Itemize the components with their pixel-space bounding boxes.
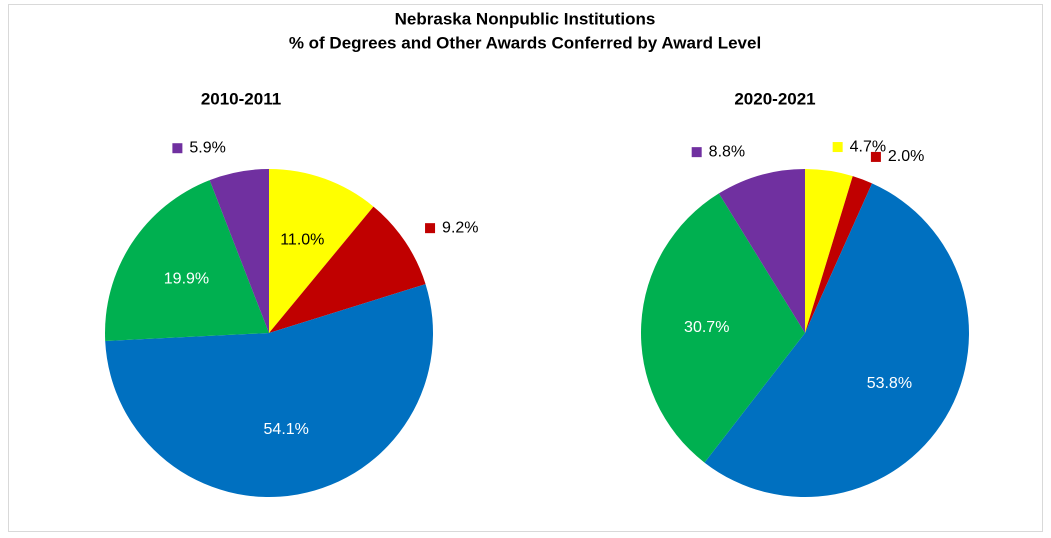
data-label: 11.0% (280, 232, 324, 249)
data-label: 9.2% (442, 219, 478, 236)
pie-slice (641, 193, 805, 463)
label-key (172, 143, 183, 154)
pie-slice (104, 180, 269, 341)
pie-slice (269, 169, 374, 333)
pie-slice (805, 176, 873, 333)
data-label: 8.8% (709, 143, 745, 160)
pie-slice (704, 183, 969, 497)
pie-slice (805, 169, 853, 333)
data-label: 54.1% (264, 421, 309, 438)
data-label: 19.9% (164, 271, 209, 288)
label-key (425, 223, 436, 234)
data-label: 30.7% (684, 319, 729, 336)
label-key (870, 151, 881, 162)
label-key (832, 142, 843, 153)
pie-slice (209, 169, 269, 333)
label-key (691, 147, 702, 158)
data-label: 4.7% (850, 138, 886, 155)
pie-slice (718, 169, 805, 333)
pie-slice (105, 284, 434, 498)
pie-title: 2010-2011 (201, 89, 281, 108)
data-label: 53.8% (867, 375, 912, 392)
pie-title: 2020-2021 (734, 89, 815, 108)
data-label: 2.0% (888, 148, 924, 165)
pie-slice (269, 206, 426, 333)
data-label: 5.9% (189, 139, 225, 156)
chart-title: Nebraska Nonpublic Institutions (395, 9, 656, 28)
chart-title: % of Degrees and Other Awards Conferred … (289, 33, 761, 52)
